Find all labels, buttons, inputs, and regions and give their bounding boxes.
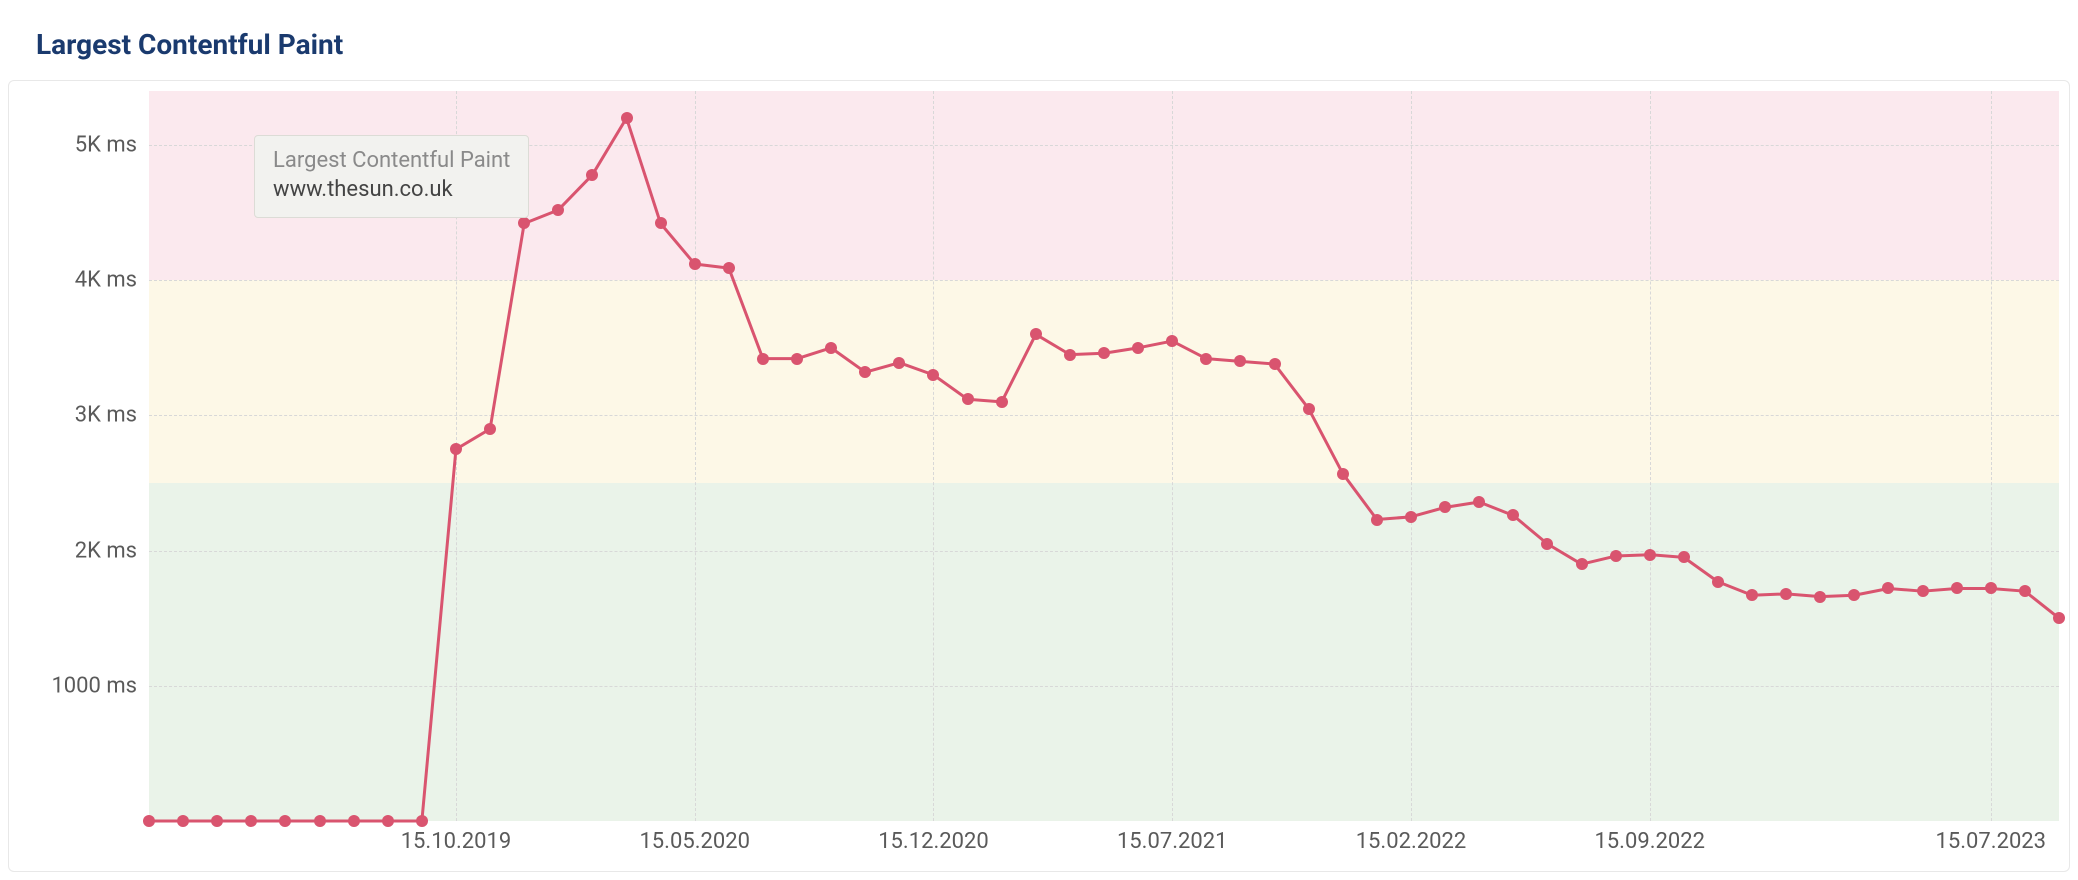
x-axis-label: 15.10.2019	[401, 829, 512, 854]
data-point[interactable]	[2019, 585, 2031, 597]
legend-site: www.thesun.co.uk	[273, 175, 510, 205]
line-path	[149, 118, 2059, 821]
data-point[interactable]	[1917, 585, 1929, 597]
y-axis-label: 3K ms	[75, 403, 137, 428]
data-point[interactable]	[893, 357, 905, 369]
data-point[interactable]	[1269, 358, 1281, 370]
data-point[interactable]	[621, 112, 633, 124]
data-point[interactable]	[1780, 588, 1792, 600]
legend-tooltip: Largest Contentful Paint www.thesun.co.u…	[254, 135, 529, 218]
chart-title: Largest Contentful Paint	[36, 28, 343, 61]
data-point[interactable]	[211, 815, 223, 827]
x-axis-label: 15.07.2021	[1117, 829, 1228, 854]
plot-area[interactable]: 1000 ms2K ms3K ms4K ms5K ms Largest Cont…	[149, 91, 2059, 821]
chart-area: 1000 ms 2K ms 3K ms 4K ms 5K ms Largest Cont…	[8, 80, 2070, 872]
data-point[interactable]	[484, 423, 496, 435]
data-point[interactable]	[1610, 550, 1622, 562]
data-point[interactable]	[382, 815, 394, 827]
data-point[interactable]	[825, 342, 837, 354]
y-axis-label: 1000 ms	[51, 673, 137, 698]
chart-card: Largest Contentful Paint 1000 ms 2K ms 3K …	[0, 0, 2078, 880]
x-axis-label: 15.02.2022	[1356, 829, 1467, 854]
data-point[interactable]	[723, 262, 735, 274]
data-point[interactable]	[1405, 511, 1417, 523]
data-point[interactable]	[348, 815, 360, 827]
x-axis-label: 15.12.2020	[878, 829, 989, 854]
data-point[interactable]	[143, 815, 155, 827]
data-point[interactable]	[1303, 403, 1315, 415]
data-point[interactable]	[245, 815, 257, 827]
x-axis-labels: 15.10.2019 15.05.2020 15.12.2020 15.07.2021…	[149, 829, 2059, 859]
data-point[interactable]	[1337, 468, 1349, 480]
x-axis-label: 15.07.2023	[1936, 829, 2047, 854]
data-point[interactable]	[1371, 514, 1383, 526]
data-point[interactable]	[1814, 591, 1826, 603]
x-axis-label: 15.09.2022	[1594, 829, 1705, 854]
data-point[interactable]	[279, 815, 291, 827]
data-point[interactable]	[314, 815, 326, 827]
data-point[interactable]	[1132, 342, 1144, 354]
x-axis-label: 15.05.2020	[639, 829, 750, 854]
data-point[interactable]	[1576, 558, 1588, 570]
data-point[interactable]	[757, 353, 769, 365]
data-point[interactable]	[177, 815, 189, 827]
legend-title: Largest Contentful Paint	[273, 146, 510, 176]
y-axis-label: 5K ms	[75, 133, 137, 158]
y-axis-label: 2K ms	[75, 538, 137, 563]
data-point[interactable]	[1064, 349, 1076, 361]
data-point[interactable]	[1200, 353, 1212, 365]
data-point[interactable]	[689, 258, 701, 270]
data-point[interactable]	[655, 217, 667, 229]
data-point[interactable]	[996, 396, 1008, 408]
data-point[interactable]	[2053, 612, 2065, 624]
data-point[interactable]	[962, 393, 974, 405]
data-point[interactable]	[1712, 576, 1724, 588]
data-point[interactable]	[791, 353, 803, 365]
y-axis-label: 4K ms	[75, 268, 137, 293]
data-point[interactable]	[1644, 549, 1656, 561]
data-point[interactable]	[416, 815, 428, 827]
